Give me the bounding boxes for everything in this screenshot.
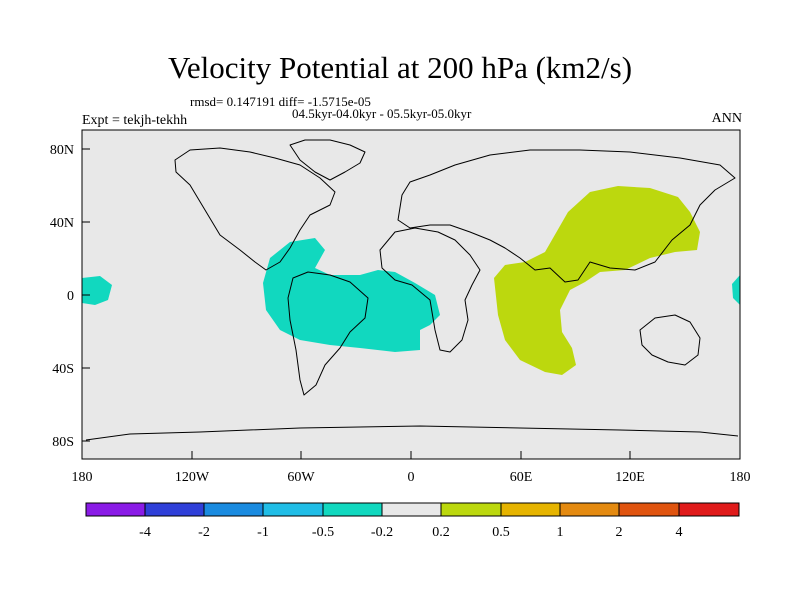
colorbar-box — [322, 502, 383, 517]
antarctica-outline — [85, 425, 739, 441]
lon-tick-label: 60E — [510, 470, 533, 485]
colorbar-label: 0.5 — [492, 525, 510, 540]
colorbar-box — [144, 502, 205, 517]
lat-tick-label: 40S — [52, 362, 74, 377]
colorbar-label: -4 — [139, 525, 151, 540]
lon-tick-label: 120W — [175, 470, 210, 485]
colorbar-box — [678, 502, 740, 517]
longitude-tick-marks — [81, 451, 741, 459]
lon-tick-label: 0 — [408, 470, 415, 485]
season-label: ANN — [711, 111, 742, 126]
colorbar-label: -0.2 — [371, 525, 393, 540]
colorbar-box — [262, 502, 324, 517]
colorbar-label: 4 — [676, 525, 683, 540]
negative-anomaly-atlantic — [263, 238, 440, 352]
north-america-outline — [174, 147, 336, 271]
colorbar-label: -2 — [198, 525, 210, 540]
positive-anomaly-indo-pacific — [494, 186, 700, 375]
colorbar-box — [618, 502, 680, 517]
colorbar-label: 2 — [616, 525, 623, 540]
period-line: 04.5kyr-04.0kyr - 05.5kyr-05.0kyr — [292, 106, 472, 121]
colorbar — [85, 502, 740, 517]
colorbar-box — [381, 502, 442, 517]
colorbar-box — [85, 502, 146, 517]
africa-outline — [379, 227, 481, 353]
negative-anomaly-dateline-west — [82, 276, 112, 305]
stats-line: rmsd= 0.147191 diff= -1.5715e-05 — [190, 94, 371, 109]
colorbar-label: 0.2 — [432, 525, 450, 540]
map-title: Velocity Potential at 200 hPa (km2/s) — [167, 50, 633, 85]
colorbar-label: 1 — [557, 525, 564, 540]
colorbar-label: -1 — [257, 525, 269, 540]
greenland-outline — [289, 139, 366, 181]
lat-tick-label: 80N — [50, 143, 74, 158]
eurasia-outline — [397, 149, 736, 283]
experiment-label: Expt = tekjh-tekhh — [82, 113, 188, 128]
south-america-outline — [287, 271, 369, 396]
lon-tick-label: 180 — [730, 470, 751, 485]
colorbar-box — [440, 502, 502, 517]
lon-tick-label: 60W — [287, 470, 315, 485]
colorbar-label: -0.5 — [312, 525, 334, 540]
latitude-tick-marks — [82, 148, 90, 442]
australia-outline — [639, 314, 701, 366]
lat-tick-label: 0 — [67, 289, 74, 304]
lon-tick-label: 180 — [72, 470, 93, 485]
colorbar-box — [203, 502, 264, 517]
negative-anomaly-dateline-east — [732, 275, 740, 305]
colorbar-box — [559, 502, 620, 517]
lat-tick-label: 80S — [52, 435, 74, 450]
lon-tick-label: 120E — [615, 470, 645, 485]
lat-tick-label: 40N — [50, 216, 74, 231]
continent-outlines — [85, 139, 739, 441]
colorbar-box — [500, 502, 561, 517]
